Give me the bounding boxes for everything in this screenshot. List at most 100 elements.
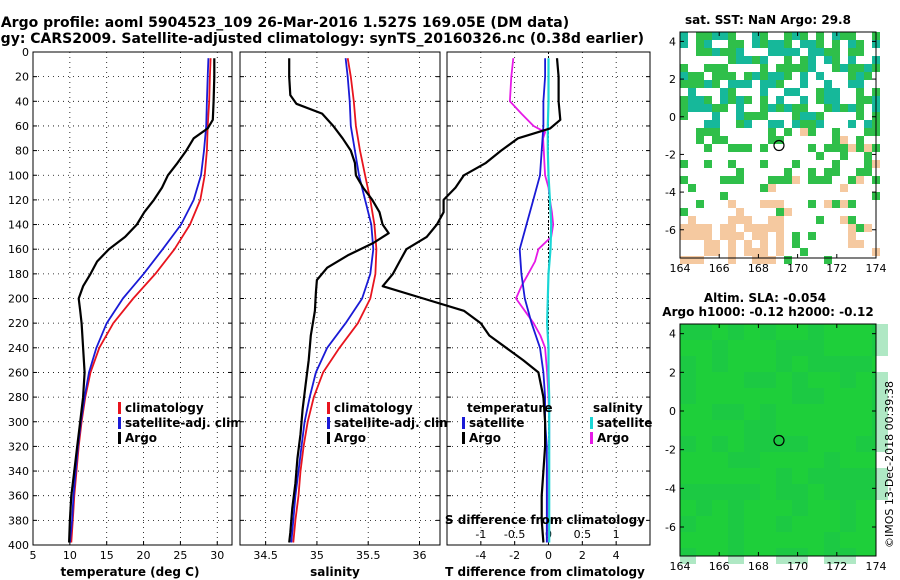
sst-map-cell <box>776 48 784 56</box>
sla-map-cell <box>680 372 696 388</box>
sst-map-cell <box>760 104 768 112</box>
sst-map-cell <box>832 96 840 104</box>
sla-map-cell <box>824 532 840 548</box>
sst-map-cell <box>736 80 744 88</box>
temperature-ytick-label: 240 <box>8 342 29 355</box>
sst-map-cell <box>808 40 816 48</box>
salinity-xtick-label: 34.5 <box>253 549 278 562</box>
sst-map-cell <box>776 120 784 128</box>
sst-map-cell <box>800 104 808 112</box>
sst-map-cell <box>848 32 856 40</box>
sla-map-cell <box>840 372 856 388</box>
sst-map-cell <box>792 160 800 168</box>
sst-map-cell <box>704 248 712 256</box>
sst-map-cell <box>856 40 864 48</box>
difference-legend-temp-argo: Argo <box>469 431 501 445</box>
sst-map-cell <box>688 256 696 264</box>
sst-map-cell <box>824 200 832 208</box>
sst-map-cell <box>824 176 832 184</box>
sst-map-cell <box>800 40 808 48</box>
sst-map-cell <box>728 256 736 264</box>
sst-map-cell <box>736 168 744 176</box>
sst-map-cell <box>752 112 760 120</box>
sst-map-cell <box>864 72 872 80</box>
sst-map-cell <box>744 240 752 248</box>
sla-map-cell <box>728 516 744 532</box>
sst-map-cell <box>760 80 768 88</box>
sst-map-cell <box>760 40 768 48</box>
sst-map-cell <box>800 128 808 136</box>
temperature-ytick-label: 260 <box>8 366 29 379</box>
sla-map-cell <box>680 388 696 404</box>
sst-map-cell <box>760 248 768 256</box>
sst-map-cell <box>824 80 832 88</box>
sst-map-cell <box>856 88 864 96</box>
sst-map-cell <box>728 144 736 152</box>
sst-map-cell <box>744 112 752 120</box>
sst-map-cell <box>840 32 848 40</box>
sst-map-cell <box>768 128 776 136</box>
sla-map-cell <box>712 404 728 420</box>
sst-map-cell <box>856 168 864 176</box>
sst-map-cell <box>728 72 736 80</box>
sst-map-cell <box>832 32 840 40</box>
sst-map-cell <box>720 224 728 232</box>
sst-map-cell <box>784 176 792 184</box>
sst-map-cell <box>800 96 808 104</box>
sst-map-cell <box>752 232 760 240</box>
sla-map-cell <box>792 388 808 404</box>
salinity-xtick-label: 35 <box>310 549 324 562</box>
sst-map-cell <box>776 136 784 144</box>
sst-map-cell <box>696 136 704 144</box>
sst-map-cell <box>704 64 712 72</box>
salinity-argo-line <box>288 58 390 543</box>
sst-map-cell <box>792 88 800 96</box>
sst-map-cell <box>736 48 744 56</box>
sst-map-cell <box>760 160 768 168</box>
sst-map-cell <box>688 88 696 96</box>
sst-map-cell <box>728 88 736 96</box>
sst-map-cell <box>704 128 712 136</box>
sst-map-cell <box>808 232 816 240</box>
difference-legend-temp-argo-swatch <box>462 432 465 444</box>
sst-map-cell <box>808 120 816 128</box>
salinity-xtick-label: 36 <box>412 549 426 562</box>
sla-map-cell <box>728 404 744 420</box>
temperature-ytick-label: 20 <box>15 71 29 84</box>
sst-map-cell <box>848 104 856 112</box>
sst-map-cell <box>704 120 712 128</box>
sst-map-cell <box>696 80 704 88</box>
temperature-ytick-label: 80 <box>15 145 29 158</box>
sst-map-xtick-label: 164 <box>670 262 691 275</box>
sla-map-cell <box>728 500 744 516</box>
sst-map-cell <box>824 88 832 96</box>
sst-map-cell <box>800 56 808 64</box>
salinity-legend-climatology-swatch <box>327 402 330 414</box>
sla-map-cell <box>856 468 872 484</box>
temperature-panel: 5 10 15 20 25 3002040608010012014016018020022… <box>8 46 247 562</box>
sst-map-cell <box>832 48 840 56</box>
sla-map-cell <box>744 484 760 500</box>
salinity-legend-argo: Argo <box>334 431 366 445</box>
sla-map-cell <box>760 420 776 436</box>
sst-map-cell <box>720 72 728 80</box>
sst-map-cell <box>864 96 872 104</box>
sst-map-cell <box>680 224 688 232</box>
sst-map-cell <box>760 96 768 104</box>
sst-map-ytick-label: -6 <box>665 224 676 237</box>
temperature-ytick-label: 180 <box>8 268 29 281</box>
sst-map-cell <box>784 168 792 176</box>
sst-map-cell <box>712 248 720 256</box>
sst-map-cell <box>720 176 728 184</box>
sst-map-cell <box>752 40 760 48</box>
sst-map-cell <box>848 72 856 80</box>
sla-map-cell <box>760 372 776 388</box>
sst-map-cell <box>848 56 856 64</box>
sst-map-cell <box>776 72 784 80</box>
sla-map-cell <box>728 452 744 468</box>
sst-map-cell <box>760 144 768 152</box>
sst-map-cell <box>848 240 856 248</box>
sla-map-cell <box>696 324 712 340</box>
sst-map-cell <box>712 136 720 144</box>
sla-map-cell <box>824 356 840 372</box>
